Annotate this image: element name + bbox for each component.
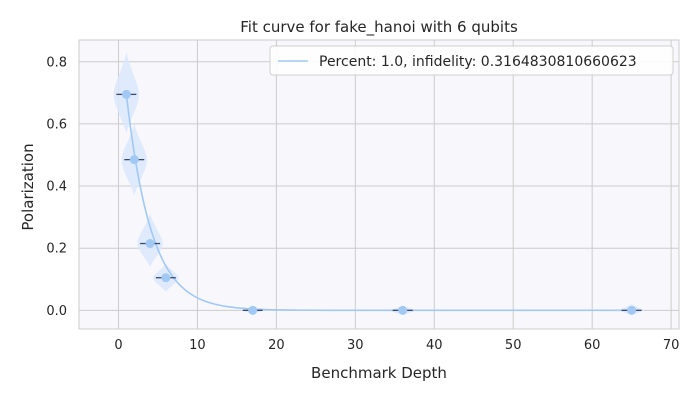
x-tick-label: 10 — [189, 338, 206, 353]
violins — [113, 52, 644, 316]
x-tick-label: 60 — [584, 338, 601, 353]
data-point — [398, 305, 408, 315]
y-tick-label: 0.6 — [46, 117, 67, 132]
grid — [79, 40, 679, 329]
data-point — [129, 155, 139, 165]
x-tick-label: 30 — [347, 338, 364, 353]
legend-label: Percent: 1.0, infidelity: 0.316483081066… — [319, 54, 637, 70]
data-points — [116, 89, 642, 315]
y-tick-label: 0.0 — [46, 304, 67, 319]
y-tick-label: 0.8 — [46, 55, 67, 70]
data-point — [161, 273, 171, 283]
legend-box — [269, 45, 674, 76]
x-axis-label: Benchmark Depth — [311, 364, 447, 382]
y-tick-label: 0.4 — [46, 180, 67, 195]
legend: Percent: 1.0, infidelity: 0.316483081066… — [269, 45, 674, 76]
y-tick-label: 0.2 — [46, 242, 67, 257]
fit-curve-line — [125, 94, 640, 312]
data-point — [248, 305, 258, 315]
data-point — [145, 239, 155, 249]
y-axis-label: Polarization — [19, 143, 37, 230]
x-axis-ticks: 0 10 20 30 40 50 60 70 — [114, 338, 679, 353]
data-point — [627, 305, 637, 315]
x-tick-label: 50 — [505, 338, 522, 353]
x-tick-label: 40 — [426, 338, 443, 353]
y-axis-ticks: 0.0 0.2 0.4 0.6 0.8 — [46, 55, 67, 319]
data-point — [121, 89, 131, 99]
x-tick-label: 20 — [268, 338, 285, 353]
x-tick-label: 0 — [114, 338, 122, 353]
chart-title: Fit curve for fake_hanoi with 6 qubits — [240, 18, 518, 37]
plot-area — [79, 40, 679, 329]
x-tick-label: 70 — [663, 338, 680, 353]
plot-frame — [78, 39, 680, 330]
